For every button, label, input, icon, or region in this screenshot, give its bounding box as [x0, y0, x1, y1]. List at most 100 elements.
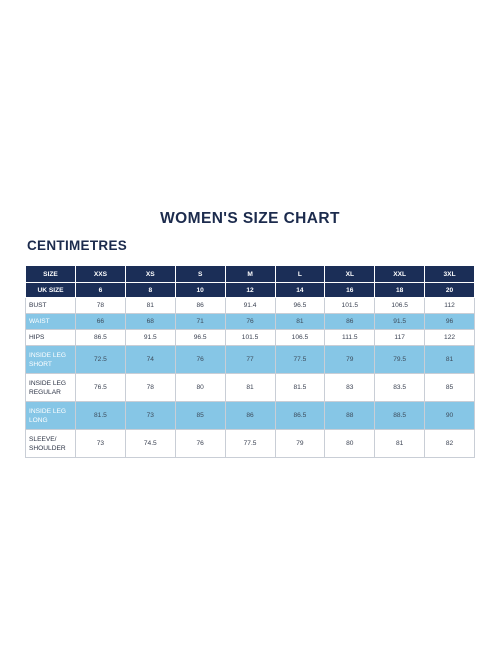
measurement-value: 76 [174, 345, 226, 374]
measurement-value: 79 [274, 429, 326, 458]
size-header-cell: XS [124, 265, 176, 283]
measurement-label-line: SHOULDER [29, 444, 66, 452]
measurement-label-line: INSIDE LEG [29, 407, 67, 415]
measurement-label: INSIDE LEG SHORT [25, 345, 76, 374]
measurement-row: WAIST 66 68 71 76 81 86 91.5 96 [25, 313, 475, 330]
measurement-value: 76 [224, 313, 276, 330]
measurement-value: 85 [424, 373, 475, 402]
measurement-label: SLEEVE/SHOULDER [25, 429, 76, 458]
size-header-label: SIZE [25, 265, 76, 283]
size-header-cell: XXS [75, 265, 126, 283]
measurement-label: HIPS [25, 329, 76, 346]
measurement-value: 71 [174, 313, 226, 330]
measurement-value: 81.5 [274, 373, 326, 402]
measurement-row: SLEEVE/SHOULDER 73 74.5 76 77.5 79 80 81 82 [25, 429, 475, 458]
uk-size-cell: 10 [174, 282, 226, 298]
measurement-value: 96.5 [274, 297, 326, 314]
measurement-value: 66 [75, 313, 126, 330]
measurement-value: 112 [424, 297, 475, 314]
uk-size-cell: 16 [324, 282, 376, 298]
uk-size-cell: 12 [224, 282, 276, 298]
measurement-label-line: HIPS [29, 334, 45, 341]
chart-title: WOMEN'S SIZE CHART [160, 210, 340, 227]
measurement-value: 82 [424, 429, 475, 458]
measurement-label: WAIST [25, 313, 76, 330]
measurement-value: 101.5 [324, 297, 376, 314]
measurement-value: 106.5 [374, 297, 426, 314]
measurement-row: BUST 78 81 86 91.4 96.5 101.5 106.5 112 [25, 297, 475, 314]
uk-size-label: UK SIZE [25, 282, 76, 298]
measurement-value: 73 [124, 401, 176, 430]
measurement-value: 77 [224, 345, 276, 374]
measurement-value: 88 [324, 401, 376, 430]
size-header-cell: XL [324, 265, 376, 283]
size-header-cell: 3XL [424, 265, 475, 283]
uk-size-cell: 8 [124, 282, 176, 298]
measurement-value: 74.5 [124, 429, 176, 458]
measurement-value: 117 [374, 329, 426, 346]
size-header-cell: S [174, 265, 226, 283]
measurement-label-line: INSIDE LEG [29, 351, 67, 359]
measurement-value: 81 [124, 297, 176, 314]
measurement-value: 91.4 [224, 297, 276, 314]
size-header-row: SIZE XXS XS S M L XL XXL 3XL [25, 265, 475, 283]
size-header-cell: XXL [374, 265, 426, 283]
measurement-value: 81 [424, 345, 475, 374]
measurement-value: 68 [124, 313, 176, 330]
measurement-value: 86.5 [274, 401, 326, 430]
measurement-label-line: REGULAR [29, 388, 61, 396]
measurement-label: INSIDE LEG LONG [25, 401, 76, 430]
measurement-value: 78 [75, 297, 126, 314]
measurement-value: 91.5 [374, 313, 426, 330]
measurement-value: 86 [224, 401, 276, 430]
measurement-row: INSIDE LEG SHORT 72.5 74 76 77 77.5 79 79.5 81 [25, 345, 475, 374]
measurement-label-line: LONG [29, 416, 48, 424]
units-subtitle: CENTIMETRES [27, 238, 128, 253]
uk-size-cell: 6 [75, 282, 126, 298]
uk-size-cell: 18 [374, 282, 426, 298]
measurement-value: 81 [224, 373, 276, 402]
measurement-value: 83 [324, 373, 376, 402]
measurement-value: 77.5 [224, 429, 276, 458]
size-header-cell: L [274, 265, 326, 283]
measurement-value: 76 [174, 429, 226, 458]
measurement-label-line: SLEEVE/ [29, 435, 57, 443]
measurement-label-line: INSIDE LEG [29, 379, 67, 387]
measurement-value: 80 [324, 429, 376, 458]
measurement-value: 76.5 [75, 373, 126, 402]
measurement-label-line: BUST [29, 302, 47, 309]
measurement-value: 86.5 [75, 329, 126, 346]
measurement-value: 96 [424, 313, 475, 330]
measurement-label: INSIDE LEG REGULAR [25, 373, 76, 402]
measurement-value: 83.5 [374, 373, 426, 402]
measurement-value: 72.5 [75, 345, 126, 374]
uk-size-cell: 14 [274, 282, 326, 298]
measurement-value: 81.5 [75, 401, 126, 430]
measurement-value: 122 [424, 329, 475, 346]
measurement-value: 88.5 [374, 401, 426, 430]
measurement-value: 96.5 [174, 329, 226, 346]
measurement-value: 80 [174, 373, 226, 402]
measurement-value: 85 [174, 401, 226, 430]
measurement-row: INSIDE LEG REGULAR 76.5 78 80 81 81.5 83 83.5 85 [25, 373, 475, 402]
measurement-value: 78 [124, 373, 176, 402]
measurement-value: 106.5 [274, 329, 326, 346]
size-header-cell: M [224, 265, 276, 283]
measurement-value: 86 [324, 313, 376, 330]
measurement-value: 90 [424, 401, 475, 430]
measurement-value: 79.5 [374, 345, 426, 374]
measurement-value: 81 [274, 313, 326, 330]
measurement-value: 81 [374, 429, 426, 458]
measurement-label-line: WAIST [29, 318, 50, 325]
measurement-value: 79 [324, 345, 376, 374]
measurement-value: 91.5 [124, 329, 176, 346]
measurement-label: BUST [25, 297, 76, 314]
measurement-row: INSIDE LEG LONG 81.5 73 85 86 86.5 88 88.5 90 [25, 401, 475, 430]
uk-size-cell: 20 [424, 282, 475, 298]
size-table: SIZE XXS XS S M L XL XXL 3XL UK SIZE 6 8… [25, 265, 475, 458]
measurement-value: 101.5 [224, 329, 276, 346]
measurement-value: 77.5 [274, 345, 326, 374]
measurement-value: 86 [174, 297, 226, 314]
measurement-value: 73 [75, 429, 126, 458]
measurement-value: 74 [124, 345, 176, 374]
